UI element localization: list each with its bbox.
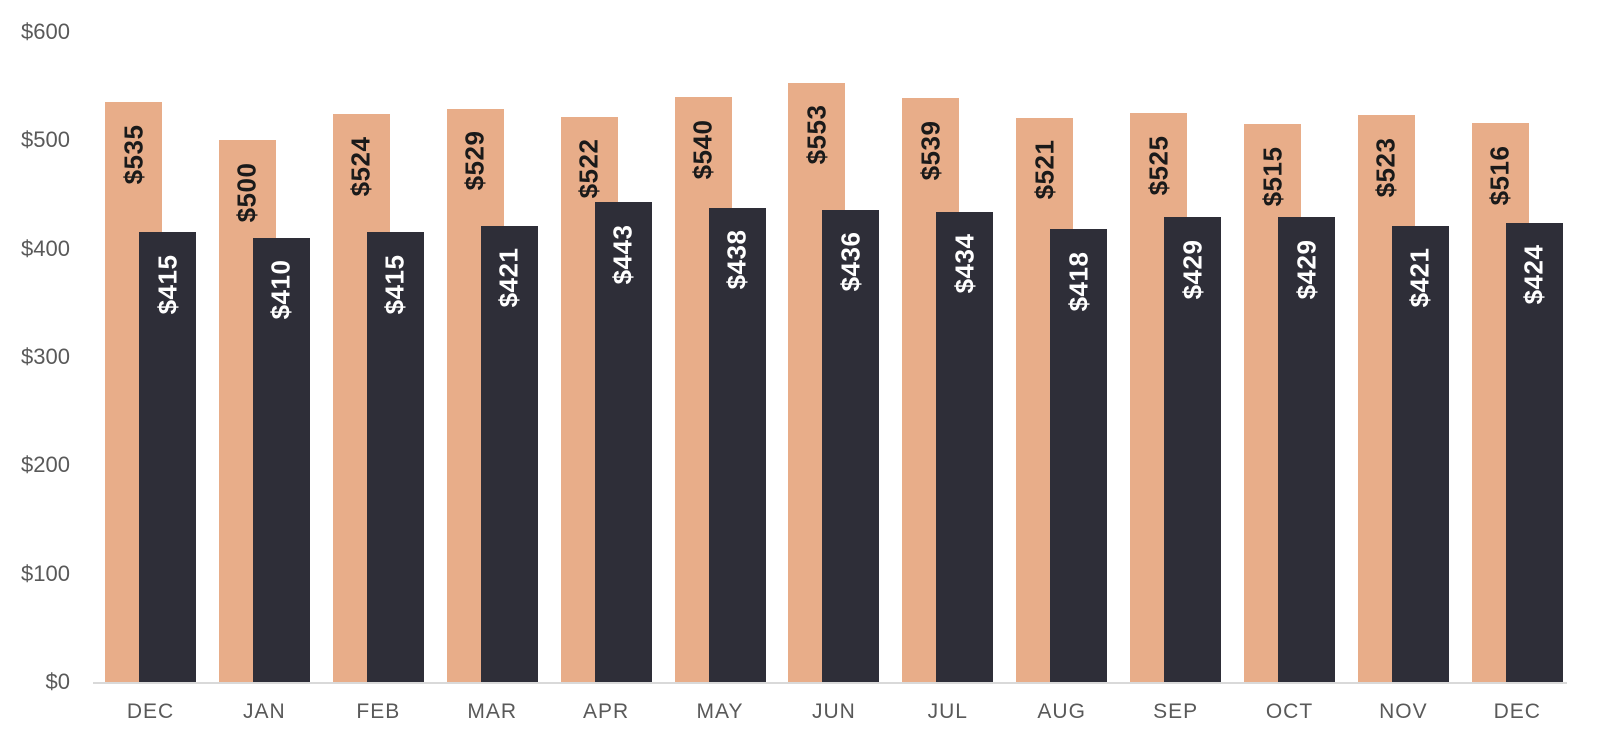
bar-data-label: $429 [1291,239,1321,300]
bar-data-label-wrap: $529 [447,113,504,209]
bar-dark-series-3-MAR: $421 [480,225,538,682]
bar-data-label: $529 [459,131,490,191]
bar-data-label: $500 [231,162,262,223]
y-axis-tick-label: $600 [21,19,70,44]
bar-data-label-wrap: $539 [902,102,959,198]
bar-data-label-wrap: $540 [675,101,732,197]
bar-data-label: $515 [1257,146,1287,207]
x-axis-line [93,682,1567,684]
y-axis-tick-label: $300 [21,344,70,369]
bar-dark-series-6-JUN: $436 [822,209,880,682]
bar-data-label: $415 [379,254,410,315]
bar-data-label: $521 [1029,139,1060,200]
bar-data-label: $410 [265,259,296,320]
bar-data-label: $539 [915,120,946,181]
bar-data-label: $540 [687,119,718,179]
x-axis-label-10-OCT: OCT [1265,700,1314,723]
bar-data-label-wrap: $421 [1392,230,1449,326]
x-axis-label-12-DEC: DEC [1493,700,1541,723]
x-axis-label-6-JUN: JUN [811,700,856,723]
bar-dark-series-0-DEC: $415 [139,232,196,682]
bar-data-label-wrap: $434 [936,216,993,312]
bar-data-label-wrap: $500 [219,144,276,240]
x-axis-label-11-NOV: NOV [1379,700,1428,723]
bar-dark-series-1-JAN: $410 [252,237,310,682]
bar-data-label-wrap: $525 [1130,117,1187,213]
bar-data-label-wrap: $418 [1050,233,1107,329]
y-axis-tick-label: $100 [21,560,70,586]
bar-data-label: $438 [721,229,752,290]
bar-data-label: $424 [1518,244,1549,305]
x-axis-label-2-FEB: FEB [356,700,401,723]
bar-data-label-wrap: $438 [709,212,766,308]
x-axis-label-7-JUL: JUL [927,700,968,723]
bar-data-label: $421 [493,248,524,308]
bar-data-label-wrap: $436 [822,214,879,310]
bar-data-label: $525 [1143,135,1174,196]
bar-data-label-wrap: $429 [1164,221,1221,317]
bar-data-label-wrap: $421 [481,230,538,326]
bar-data-label-wrap: $521 [1016,122,1073,218]
bar-dark-series-5-MAY: $438 [708,207,766,682]
bar-data-label: $553 [801,105,832,165]
bar-data-label: $535 [118,124,148,185]
bar-data-label-wrap: $516 [1472,127,1529,223]
y-axis-tick-label: $0 [45,669,70,694]
bar-data-label: $421 [1404,248,1435,308]
bar-dark-series-4-APR: $443 [594,202,652,682]
bar-data-label-wrap: $443 [595,206,652,302]
bar-data-label-wrap: $415 [139,236,196,332]
bar-data-label: $436 [835,231,866,292]
bar-dark-series-10-OCT: $429 [1278,217,1335,682]
bar-dark-series-11-NOV: $421 [1391,225,1449,682]
bar-dark-series-12-DEC: $424 [1505,222,1563,682]
bar-dark-series-8-AUG: $418 [1050,229,1108,682]
bar-data-label: $516 [1484,145,1515,205]
bar-dark-series-9-SEP: $429 [1164,217,1222,682]
y-axis-tick-label: $500 [21,127,70,153]
bar-data-label: $443 [607,224,638,285]
bar-data-label-wrap: $410 [253,242,310,338]
bar-data-label: $434 [949,233,980,294]
x-axis-label-3-MAR: MAR [467,700,518,723]
bar-data-label: $429 [1177,239,1208,300]
bar-data-label: $524 [345,136,376,197]
y-axis-tick-label: $200 [21,452,70,478]
x-axis-label-5-MAY: MAY [696,700,744,723]
bar-data-label-wrap: $429 [1278,221,1335,317]
bar-data-label-wrap: $424 [1506,227,1563,323]
bar-data-label: $522 [573,138,604,199]
x-axis-label-4-APR: APR [583,700,630,723]
bar-data-label-wrap: $524 [333,118,390,214]
bar-data-label-wrap: $523 [1358,119,1415,215]
bar-data-label-wrap: $415 [367,236,424,332]
x-axis-label-8-AUG: AUG [1037,700,1086,723]
y-axis-tick-label: $400 [21,235,70,261]
x-axis-label-0-DEC: DEC [126,700,175,723]
bar-dark-series-2-FEB: $415 [366,232,424,682]
x-axis-label-9-SEP: SEP [1153,700,1199,723]
bar-data-label: $418 [1063,251,1094,312]
bar-data-label: $415 [152,254,182,315]
bar-data-label-wrap: $535 [105,106,162,202]
x-axis-label-1-JAN: JAN [243,700,286,723]
bar-data-label-wrap: $515 [1244,128,1301,224]
bar-data-label: $523 [1370,137,1401,198]
bar-dark-series-7-JUL: $434 [936,211,994,682]
bar-data-label-wrap: $553 [788,87,845,183]
